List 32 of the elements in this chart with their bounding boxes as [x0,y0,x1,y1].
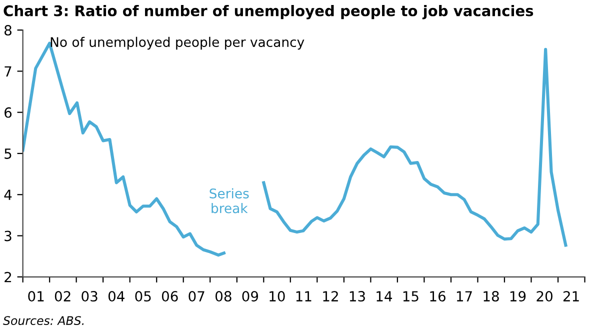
x-tick-label: 16 [430,291,446,302]
x-tick-label: 20 [536,291,552,302]
source-note: Sources: ABS. [3,316,84,326]
annotation: Series break [210,188,249,214]
x-tick-label: 05 [135,291,151,302]
x-tick-label: 03 [82,291,98,302]
series-label: No of unemployed people per vacancy [50,36,304,50]
y-tick-label: 6 [4,107,12,118]
y-tick-label: 5 [4,148,12,159]
x-tick-label: 12 [323,291,338,302]
x-tick-label: 04 [108,291,124,302]
x-tick-label: 02 [54,291,70,302]
chart-title: Chart 3: Ratio of number of unemployed people to job vacancies [4,5,534,20]
x-tick-label: 14 [376,291,392,302]
y-tick-label: 7 [4,66,12,76]
x-tick-label: 09 [242,291,258,302]
x-tick-label: 06 [162,291,178,302]
x-tick-label: 08 [216,291,232,302]
x-tick-label: 07 [188,291,204,302]
x-tick-label: 01 [28,291,44,302]
x-tick-label: 11 [296,291,312,302]
x-tick-label: 15 [403,291,418,302]
x-tick-label: 21 [563,291,579,302]
y-tick-label: 8 [4,25,12,36]
x-tick-label: 17 [456,291,472,302]
x-tick-label: 19 [510,291,526,302]
x-tick-label: 18 [484,291,499,302]
y-tick-label: 3 [4,230,12,242]
x-tick-label: 13 [350,291,365,302]
x-tick-label: 10 [270,291,285,302]
y-tick-label: 2 [4,272,12,282]
y-tick-label: 4 [4,190,12,200]
